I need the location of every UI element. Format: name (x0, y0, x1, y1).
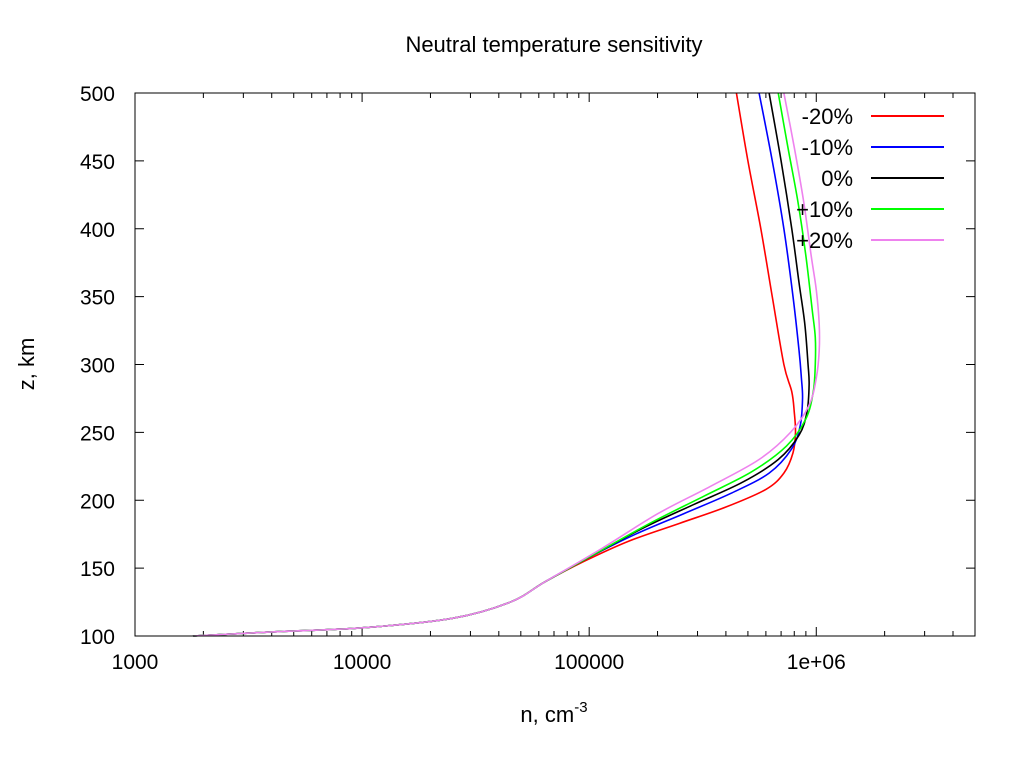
y-tick-label: 100 (80, 626, 115, 649)
series-line (192, 92, 797, 637)
y-tick-label: 200 (80, 490, 115, 513)
plot-frame (134, 92, 976, 637)
series-line (192, 92, 817, 637)
y-tick-label: 250 (80, 422, 115, 445)
legend-label: +10% (796, 197, 853, 222)
series-line (192, 92, 821, 637)
x-axis-label: n, cm-3 (520, 699, 587, 727)
y-axis-label: z, km (14, 338, 39, 391)
legend: -20% -10% 0% +10% +20% (796, 104, 944, 253)
series-line (192, 92, 810, 637)
series-line (192, 92, 804, 637)
legend-label: -20% (802, 104, 853, 129)
legend-label: -10% (802, 135, 853, 160)
chart-title: Neutral temperature sensitivity (405, 32, 702, 57)
axis-ticks (134, 92, 975, 637)
legend-label: +20% (796, 228, 853, 253)
x-tick-label: 100000 (554, 651, 624, 674)
y-tick-label: 450 (80, 151, 115, 174)
axis-tick-labels: 1000 10000 100000 1e+06 100 150 200 250 300 350 40… (80, 83, 846, 674)
x-axis-label-superscript: -3 (574, 699, 587, 716)
legend-label: 0% (821, 166, 853, 191)
y-tick-label: 400 (80, 219, 115, 242)
y-tick-label: 350 (80, 287, 115, 310)
x-tick-label: 1e+06 (787, 651, 846, 674)
series-lines (192, 92, 821, 637)
x-tick-label: 10000 (333, 651, 391, 674)
y-tick-label: 150 (80, 558, 115, 581)
y-tick-label: 300 (80, 355, 115, 378)
x-axis-label-text: n, cm (520, 702, 574, 727)
x-tick-label: 1000 (112, 651, 159, 674)
y-tick-label: 500 (80, 83, 115, 106)
